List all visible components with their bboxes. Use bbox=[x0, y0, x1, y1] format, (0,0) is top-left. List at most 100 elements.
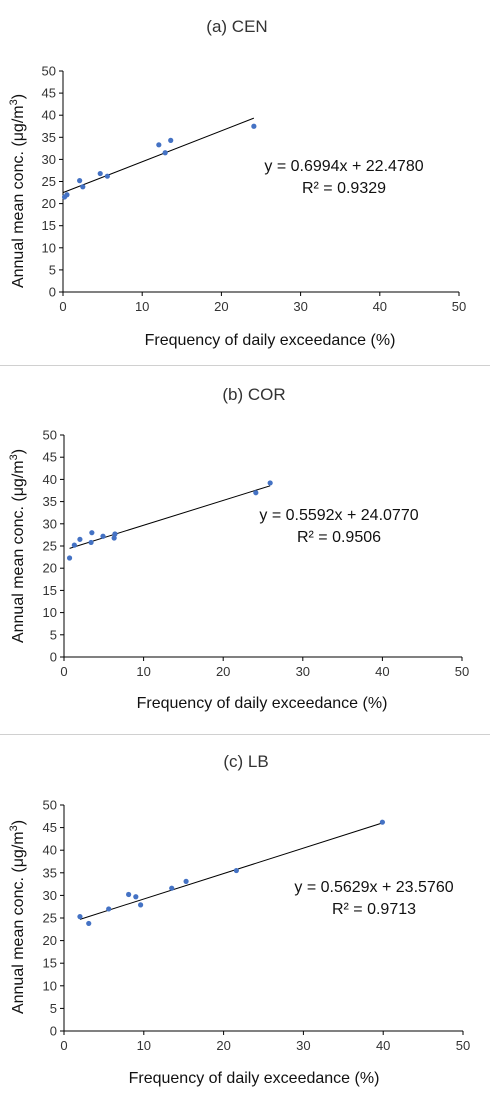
data-point bbox=[71, 542, 77, 548]
panel-divider bbox=[0, 365, 490, 366]
data-point bbox=[233, 867, 239, 874]
data-point bbox=[88, 539, 94, 546]
data-point bbox=[168, 137, 174, 143]
y-axis-label: Annual mean conc. (μg/m bbox=[10, 831, 27, 1014]
y-axis-label-end: ) bbox=[10, 94, 27, 99]
y-axis-label-end: ) bbox=[10, 820, 27, 825]
data-point bbox=[133, 894, 139, 900]
data-point bbox=[66, 555, 73, 561]
x-tick-label: 10 bbox=[135, 299, 149, 314]
y-tick-label: 0 bbox=[50, 1024, 57, 1039]
y-tick-label: 30 bbox=[42, 152, 56, 167]
trendline bbox=[79, 822, 383, 920]
chart-cen-svg: (a) CEN Annual mean conc. (μg/m3) Freque… bbox=[8, 17, 466, 349]
trendline bbox=[62, 117, 255, 194]
y-tick-label: 5 bbox=[49, 262, 56, 277]
x-tick-label: 20 bbox=[214, 299, 228, 314]
y-tick-label: 10 bbox=[43, 605, 57, 620]
y-tick-label: 50 bbox=[42, 64, 56, 79]
data-point bbox=[253, 490, 259, 496]
y-tick-label: 0 bbox=[49, 285, 56, 300]
chart-panel-cor: (b) COR Annual mean conc. (μg/m3) Freque… bbox=[0, 368, 490, 730]
x-axis-title: Frequency of daily exceedance (%) bbox=[129, 1070, 380, 1087]
x-tick-label: 40 bbox=[376, 1038, 390, 1053]
data-point bbox=[138, 902, 144, 908]
chart-title: (c) LB bbox=[223, 752, 268, 771]
r-squared-label: R² = 0.9329 bbox=[302, 180, 386, 197]
y-tick-label: 30 bbox=[43, 516, 57, 531]
x-tick-label: 20 bbox=[216, 1038, 230, 1053]
y-tick-label: 35 bbox=[42, 130, 56, 145]
data-point bbox=[111, 535, 117, 541]
data-point bbox=[97, 170, 103, 177]
chart-panel-lb: (c) LB Annual mean conc. (μg/m3) Frequen… bbox=[0, 737, 490, 1099]
trendline-equation: y = 0.5592x + 24.0770 bbox=[259, 507, 418, 524]
y-tick-label: 25 bbox=[42, 174, 56, 189]
y-tick-label: 0 bbox=[50, 650, 57, 665]
y-tick-label: 20 bbox=[43, 933, 57, 948]
y-tick-label: 35 bbox=[43, 865, 57, 880]
y-axis-title: Annual mean conc. (μg/m3) bbox=[8, 94, 27, 288]
x-axis-title: Frequency of daily exceedance (%) bbox=[137, 695, 388, 712]
y-tick-label: 45 bbox=[43, 820, 57, 835]
data-point bbox=[267, 480, 273, 486]
data-point bbox=[379, 819, 386, 825]
x-tick-label: 20 bbox=[216, 664, 230, 679]
y-tick-label: 40 bbox=[43, 472, 57, 487]
svg-text:Annual mean conc. (μg/m3): Annual mean conc. (μg/m3) bbox=[8, 94, 27, 288]
panel-divider bbox=[0, 734, 490, 735]
y-tick-label: 30 bbox=[43, 888, 57, 903]
y-tick-label: 15 bbox=[43, 583, 57, 598]
data-point bbox=[156, 142, 162, 148]
x-tick-label: 50 bbox=[455, 664, 469, 679]
x-tick-label: 30 bbox=[296, 664, 310, 679]
chart-panel-cen: (a) CEN Annual mean conc. (μg/m3) Freque… bbox=[0, 0, 490, 362]
data-point bbox=[77, 536, 83, 542]
data-point bbox=[77, 178, 83, 184]
chart-lb-svg: (c) LB Annual mean conc. (μg/m3) Frequen… bbox=[8, 752, 470, 1087]
y-tick-label: 50 bbox=[43, 798, 57, 813]
data-point bbox=[169, 885, 175, 891]
y-axis-label-superscript: 3 bbox=[8, 825, 20, 831]
y-axis-label-end: ) bbox=[10, 449, 27, 454]
data-point bbox=[86, 920, 92, 927]
y-tick-label: 5 bbox=[50, 627, 57, 642]
data-point bbox=[126, 891, 132, 898]
trendline-equation: y = 0.5629x + 23.5760 bbox=[294, 879, 453, 896]
data-point bbox=[112, 531, 118, 537]
trendline bbox=[69, 485, 271, 549]
data-point bbox=[64, 192, 70, 198]
data-point bbox=[104, 173, 110, 179]
svg-text:Annual mean conc. (μg/m3): Annual mean conc. (μg/m3) bbox=[8, 449, 27, 643]
y-tick-label: 20 bbox=[42, 196, 56, 211]
chart-title: (a) CEN bbox=[206, 17, 267, 36]
x-tick-label: 50 bbox=[456, 1038, 470, 1053]
x-tick-label: 10 bbox=[137, 1038, 151, 1053]
data-point bbox=[77, 914, 83, 920]
y-tick-label: 25 bbox=[43, 911, 57, 926]
x-tick-label: 30 bbox=[296, 1038, 310, 1053]
y-tick-label: 35 bbox=[43, 494, 57, 509]
x-tick-label: 10 bbox=[136, 664, 150, 679]
x-tick-label: 0 bbox=[59, 299, 66, 314]
x-tick-label: 40 bbox=[375, 664, 389, 679]
y-tick-label: 5 bbox=[50, 1001, 57, 1016]
y-tick-label: 25 bbox=[43, 539, 57, 554]
x-axis-title: Frequency of daily exceedance (%) bbox=[145, 332, 396, 349]
r-squared-label: R² = 0.9713 bbox=[332, 901, 416, 918]
data-point bbox=[106, 906, 112, 912]
y-tick-label: 20 bbox=[43, 561, 57, 576]
chart-cor-svg: (b) COR Annual mean conc. (μg/m3) Freque… bbox=[8, 385, 469, 712]
r-squared-label: R² = 0.9506 bbox=[297, 529, 381, 546]
y-tick-label: 10 bbox=[42, 240, 56, 255]
trendline-equation: y = 0.6994x + 22.4780 bbox=[264, 158, 423, 175]
data-point bbox=[89, 530, 95, 536]
chart-title: (b) COR bbox=[222, 385, 285, 404]
y-tick-label: 45 bbox=[42, 86, 56, 101]
y-axis-label-superscript: 3 bbox=[8, 99, 20, 105]
y-axis-title: Annual mean conc. (μg/m3) bbox=[8, 449, 27, 643]
y-tick-label: 40 bbox=[43, 843, 57, 858]
y-tick-label: 15 bbox=[43, 956, 57, 971]
y-axis-title: Annual mean conc. (μg/m3) bbox=[8, 820, 27, 1014]
x-tick-label: 0 bbox=[60, 664, 67, 679]
